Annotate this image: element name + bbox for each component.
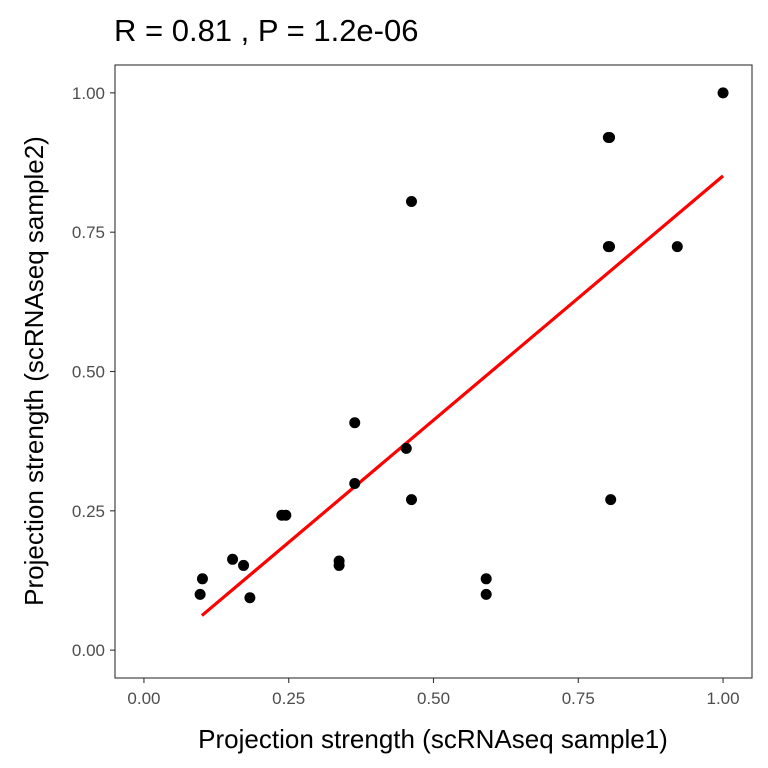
regression-line (200, 174, 725, 617)
x-tick-label: 0.75 (562, 689, 595, 708)
data-point (349, 478, 361, 490)
data-point (480, 588, 492, 600)
data-point (244, 592, 256, 604)
x-tick-label: 1.00 (706, 689, 739, 708)
data-point (196, 573, 208, 585)
y-tick-label: 1.00 (72, 84, 105, 103)
data-point (480, 573, 492, 585)
data-point (333, 559, 345, 571)
y-axis-title: Projection strength (scRNAseq sample2) (19, 136, 49, 606)
data-point (349, 417, 361, 429)
data-point (604, 131, 616, 143)
data-point (605, 494, 617, 506)
y-tick-label: 0.50 (72, 363, 105, 382)
x-axis-title: Projection strength (scRNAseq sample1) (198, 724, 668, 754)
x-tick-label: 0.00 (127, 689, 160, 708)
data-point (194, 588, 206, 600)
data-point (238, 559, 250, 571)
y-tick-label: 0.75 (72, 223, 105, 242)
chart-title: R = 0.81 , P = 1.2e-06 (114, 13, 418, 48)
points-group (194, 87, 729, 604)
data-point (280, 509, 292, 521)
y-axis: 0.00 0.25 0.50 0.75 1.00 (72, 84, 115, 660)
data-point (405, 196, 417, 208)
data-point (604, 241, 616, 253)
y-tick-label: 0.00 (72, 641, 105, 660)
regression-line-group (200, 174, 725, 617)
data-point (400, 442, 412, 454)
plot-panel-border (114, 64, 753, 679)
x-tick-label: 0.25 (272, 689, 305, 708)
data-point (671, 241, 683, 253)
data-point (405, 494, 417, 506)
data-point (227, 553, 239, 565)
data-point (717, 87, 729, 99)
y-tick-label: 0.25 (72, 502, 105, 521)
x-axis: 0.00 0.25 0.50 0.75 1.00 (127, 678, 740, 708)
x-tick-label: 0.50 (417, 689, 450, 708)
